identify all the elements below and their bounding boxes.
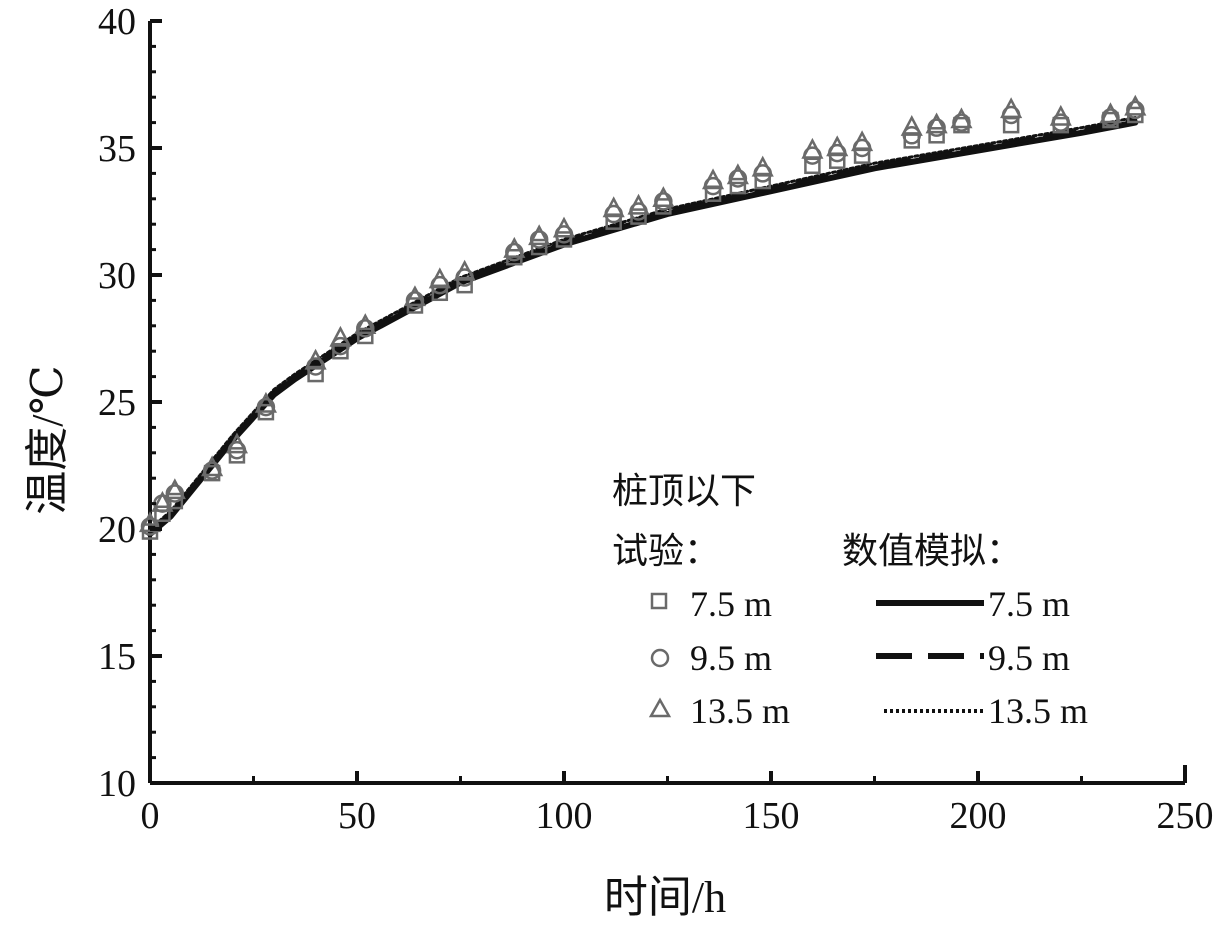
legend-test-label-3: 13.5 m bbox=[690, 691, 790, 731]
data-point-triangle bbox=[1000, 97, 1023, 119]
data-point-triangle bbox=[354, 313, 377, 335]
data-point-triangle bbox=[950, 107, 973, 129]
x-tick-label: 0 bbox=[141, 795, 160, 837]
x-tick-label: 100 bbox=[536, 795, 593, 837]
data-point-square bbox=[605, 213, 622, 230]
data-point-triangle bbox=[801, 137, 824, 159]
data-point-triangle bbox=[428, 267, 451, 289]
legend-square-marker bbox=[650, 592, 668, 610]
data-point-triangle bbox=[225, 432, 249, 454]
y-tick-label: 20 bbox=[98, 509, 136, 551]
data-point-triangle bbox=[151, 490, 174, 512]
legend-triangle-marker bbox=[648, 697, 672, 718]
legend-test-label-1: 7.5 m bbox=[690, 584, 772, 624]
data-point-triangle bbox=[254, 391, 277, 413]
legend-test-label-2: 9.5 m bbox=[690, 638, 772, 678]
x-axis-title: 时间/h bbox=[604, 873, 726, 922]
y-tick-label: 25 bbox=[98, 382, 136, 424]
legend-group-title: 桩顶以下 bbox=[612, 471, 756, 511]
data-point-triangle bbox=[1099, 102, 1122, 124]
data-point-triangle bbox=[453, 259, 476, 281]
y-tick-label: 10 bbox=[98, 763, 136, 805]
legend: 桩顶以下 试验： 数值模拟： 7.5 m 9.5 m 13.5 m 7.5 m … bbox=[612, 471, 1088, 731]
y-tick-label: 30 bbox=[98, 255, 136, 297]
x-tick-label: 250 bbox=[1157, 795, 1214, 837]
legend-sim-label-3: 13.5 m bbox=[988, 691, 1088, 731]
data-point-square bbox=[307, 365, 324, 383]
data-point-square bbox=[530, 238, 548, 256]
legend-sim-label-1: 7.5 m bbox=[988, 584, 1070, 624]
data-point-triangle bbox=[751, 155, 774, 177]
data-point-triangle bbox=[552, 216, 576, 238]
data-point-triangle bbox=[403, 285, 427, 307]
sim-line-dashed bbox=[148, 118, 1138, 534]
data-point-square bbox=[729, 177, 747, 195]
legend-sim-label-2: 9.5 m bbox=[988, 638, 1070, 678]
data-point-triangle bbox=[201, 455, 224, 477]
test-markers bbox=[138, 94, 1147, 540]
data-point-triangle bbox=[726, 163, 749, 185]
y-axis-title: 温度/℃ bbox=[23, 365, 72, 514]
data-point-square bbox=[431, 284, 449, 302]
legend-sim-title: 数值模拟： bbox=[842, 531, 1022, 571]
ticks: 10 15 20 25 30 35 40 0 50 100 150 200 250 bbox=[98, 1, 1214, 837]
data-point-triangle bbox=[1049, 104, 1072, 126]
data-point-square bbox=[704, 185, 722, 202]
data-point-triangle bbox=[602, 196, 625, 218]
y-tick-label: 15 bbox=[98, 636, 136, 678]
sim-line-dotted bbox=[148, 116, 1137, 531]
data-point-triangle bbox=[528, 224, 551, 246]
data-point-triangle bbox=[627, 193, 650, 215]
data-point-square bbox=[754, 172, 771, 190]
data-point-square bbox=[166, 492, 184, 510]
data-point-triangle bbox=[1124, 94, 1147, 116]
data-point-triangle bbox=[163, 478, 186, 500]
data-point-triangle bbox=[304, 348, 327, 370]
data-point-square bbox=[828, 152, 846, 169]
data-point-triangle bbox=[925, 112, 948, 134]
x-tick-label: 150 bbox=[743, 795, 800, 837]
data-point-square bbox=[357, 327, 374, 345]
data-point-triangle bbox=[851, 130, 874, 152]
legend-circle-marker bbox=[650, 648, 670, 668]
y-tick-label: 40 bbox=[98, 1, 136, 43]
x-tick-label: 50 bbox=[338, 795, 376, 837]
data-point-square bbox=[853, 147, 871, 164]
x-tick-label: 200 bbox=[950, 795, 1007, 837]
data-point-triangle bbox=[701, 168, 725, 190]
data-point-square bbox=[154, 505, 171, 523]
data-point-triangle bbox=[503, 236, 526, 258]
data-point-square bbox=[456, 276, 473, 294]
data-point-triangle bbox=[900, 115, 923, 136]
y-tick-label: 35 bbox=[98, 128, 136, 170]
data-point-triangle bbox=[652, 186, 675, 208]
data-point-square bbox=[928, 127, 945, 144]
legend-test-title: 试验： bbox=[612, 531, 720, 571]
data-point-triangle bbox=[329, 325, 352, 347]
data-point-triangle bbox=[826, 135, 849, 157]
